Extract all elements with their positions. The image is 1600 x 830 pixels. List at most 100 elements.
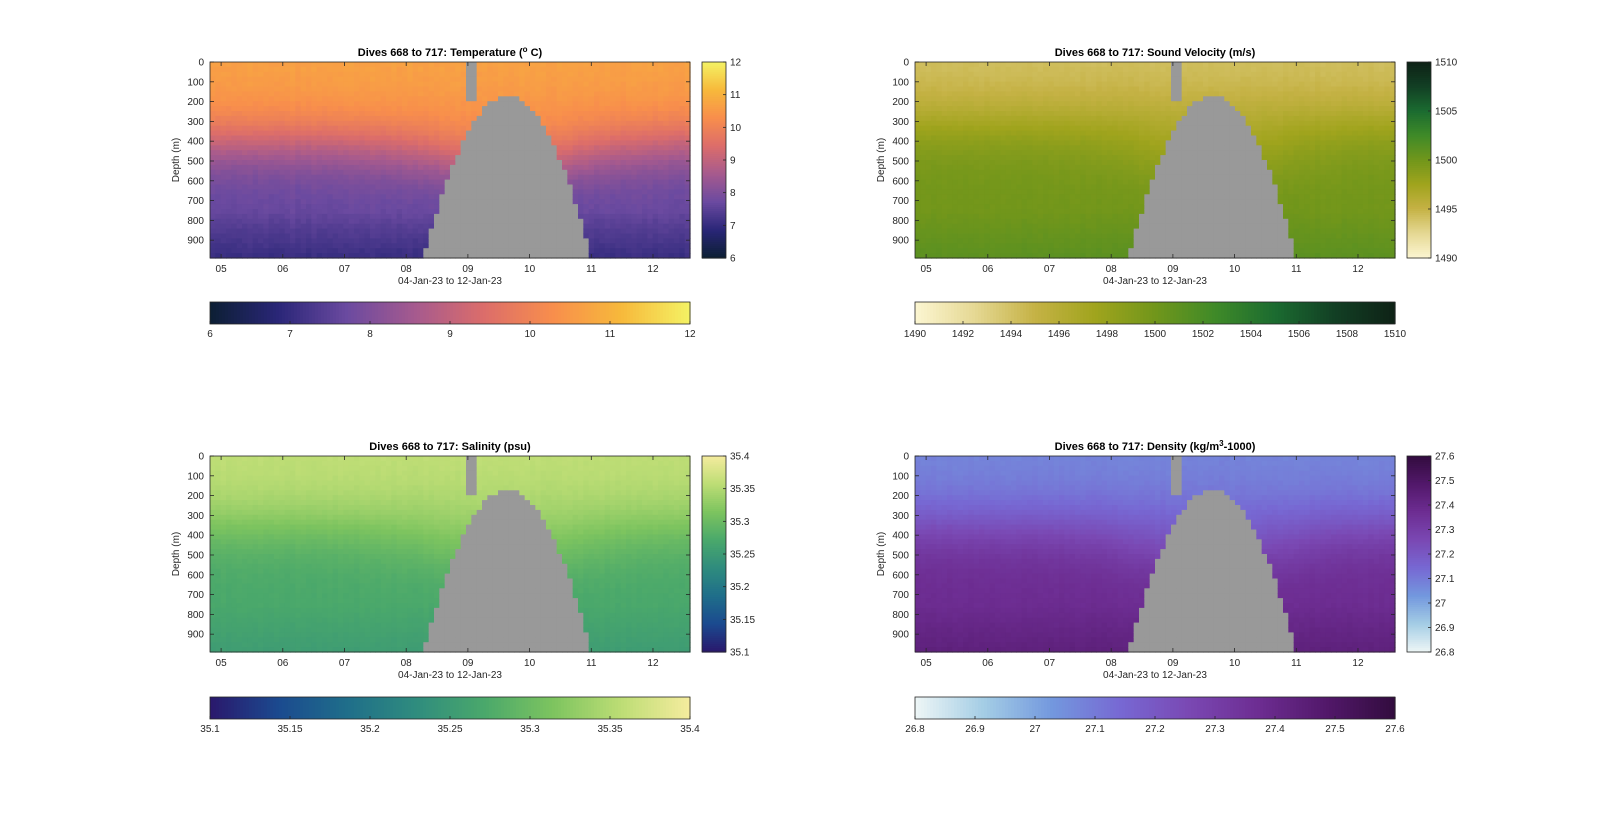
heatmap-cell [936, 140, 943, 146]
heatmap-cell [1032, 243, 1039, 249]
heatmap-cell [418, 155, 424, 161]
heatmap-cell [428, 169, 435, 176]
heatmap-cell [252, 253, 259, 259]
heatmap-cell [626, 106, 632, 112]
heatmap-cell [396, 62, 403, 68]
heatmap-cell [476, 253, 483, 259]
heatmap-cell [658, 106, 664, 112]
heatmap-cell [1032, 218, 1039, 225]
heatmap-cell [636, 62, 643, 68]
heatmap-cell [572, 66, 579, 73]
heatmap-cell [936, 204, 943, 210]
heatmap-cell [455, 253, 462, 259]
heatmap-cell [995, 135, 1001, 141]
heatmap-cell [252, 62, 259, 68]
heatmap-cell [1011, 135, 1017, 141]
heatmap-cell [546, 238, 552, 244]
colorbar-swatch [702, 167, 726, 171]
heatmap-cell [524, 238, 531, 244]
heatmap-cell [402, 179, 408, 186]
heatmap-cell [439, 253, 446, 259]
heatmap-cell [215, 81, 222, 88]
heatmap-cell [647, 248, 654, 254]
heatmap-cell [995, 174, 1001, 181]
heatmap-cell [642, 106, 648, 112]
heatmap-cell [268, 125, 275, 132]
heatmap-cell [279, 106, 286, 112]
heatmap-cell [1037, 62, 1044, 68]
heatmap-cell [1027, 179, 1033, 186]
heatmap-cell [952, 155, 959, 161]
heatmap-cell [1000, 184, 1007, 190]
heatmap-cell [952, 204, 959, 210]
heatmap-cell [466, 145, 472, 151]
heatmap-cell [359, 189, 366, 195]
heatmap-cell [380, 209, 387, 215]
heatmap-cell [274, 66, 280, 73]
heatmap-cell [391, 135, 398, 141]
heatmap-cell [1005, 66, 1012, 73]
heatmap-cell [989, 106, 996, 112]
heatmap-cell [615, 66, 622, 73]
heatmap-cell [1011, 62, 1017, 68]
heatmap-cell [428, 238, 435, 244]
heatmap-cell [508, 62, 515, 68]
heatmap-cell [957, 160, 964, 166]
heatmap-cell [220, 184, 227, 190]
heatmap-cell [359, 130, 366, 137]
heatmap-cell [636, 81, 643, 88]
heatmap-cell [652, 130, 659, 137]
heatmap-cell [343, 150, 350, 156]
heatmap-cell [1043, 145, 1049, 151]
heatmap-cell [567, 243, 574, 249]
heatmap-cell [588, 150, 595, 156]
heatmap-cell [524, 160, 531, 166]
heatmap-cell [450, 86, 456, 92]
heatmap-cell [674, 81, 680, 88]
heatmap-cell [995, 96, 1001, 102]
heatmap-cell [274, 238, 280, 244]
heatmap-cell [220, 150, 227, 156]
heatmap-cell [1027, 204, 1033, 210]
heatmap-cell [925, 184, 932, 190]
heatmap-cell [306, 233, 312, 239]
heatmap-cell [952, 243, 959, 249]
heatmap-cell [936, 169, 943, 176]
heatmap-cell [1011, 199, 1017, 205]
heatmap-cell [439, 130, 446, 137]
colorbar-swatch [366, 302, 370, 324]
heatmap-cell [647, 204, 654, 210]
heatmap-cell [583, 76, 590, 83]
heatmap-cell [391, 101, 398, 107]
heatmap-cell [551, 179, 558, 186]
heatmap-cell [979, 130, 985, 137]
heatmap-cell [941, 160, 948, 166]
heatmap-cell [370, 199, 376, 205]
heatmap-cell [407, 150, 414, 156]
heatmap-cell [952, 130, 959, 137]
heatmap-cell [386, 248, 392, 254]
heatmap-cell [471, 199, 478, 205]
heatmap-cell [952, 145, 959, 151]
heatmap-cell [215, 130, 222, 137]
heatmap-cell [535, 169, 542, 176]
heatmap-cell [984, 233, 991, 239]
heatmap-cell [551, 238, 558, 244]
heatmap-cell [652, 248, 659, 254]
heatmap-cell [1011, 174, 1017, 181]
heatmap-cell [428, 218, 435, 225]
heatmap-cell [423, 115, 430, 122]
heatmap-cell [316, 101, 323, 107]
heatmap-cell [984, 62, 991, 68]
heatmap-cell [631, 243, 638, 249]
heatmap-cell [973, 125, 980, 132]
heatmap-cell [615, 120, 622, 127]
heatmap-cell [1032, 150, 1039, 156]
heatmap-cell [540, 71, 547, 78]
heatmap-cell [647, 140, 654, 146]
heatmap-cell [610, 76, 616, 83]
heatmap-cell [1048, 213, 1055, 220]
heatmap-cell [540, 233, 547, 239]
heatmap-cell [300, 233, 307, 239]
heatmap-cell [407, 145, 414, 151]
